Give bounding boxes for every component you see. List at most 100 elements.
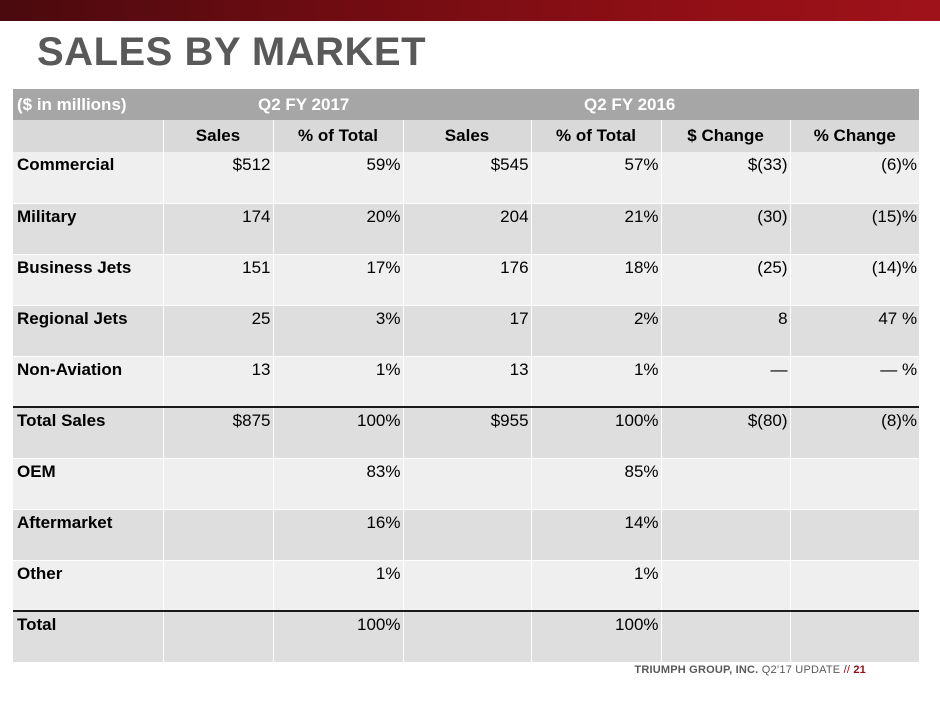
table-header-columns: Sales % of Total Sales % of Total $ Chan… <box>13 120 920 152</box>
row-label: Other <box>13 560 164 612</box>
table-row: Military 174 20% 204 21% (30) (15)% <box>13 203 920 255</box>
row-label: Business Jets <box>13 254 164 306</box>
table-cell: 17 <box>403 305 532 357</box>
table-cell <box>403 509 532 561</box>
table-row: OEM 83% 85% <box>13 458 920 510</box>
table-cell: 100% <box>531 610 662 663</box>
row-label: Aftermarket <box>13 509 164 561</box>
table-cell: 57% <box>531 152 662 204</box>
table-row: Other 1% 1% <box>13 560 920 612</box>
table-cell: 2% <box>531 305 662 357</box>
footer-update: Q2’17 UPDATE <box>761 664 841 676</box>
sales-table: ($ in millions) Q2 FY 2017 Q2 FY 2016 Sa… <box>13 89 920 663</box>
table-cell: $512 <box>163 152 274 204</box>
table-cell <box>661 509 791 561</box>
table-cell <box>790 610 920 663</box>
table-cell: $(80) <box>661 406 791 459</box>
table-row: Business Jets 151 17% 176 18% (25) (14)% <box>13 254 920 306</box>
table-cell: (30) <box>661 203 791 255</box>
row-label: Military <box>13 203 164 255</box>
table-cell: $875 <box>163 406 274 459</box>
table-cell <box>403 610 532 663</box>
table-cell <box>403 458 532 510</box>
table-cell: 151 <box>163 254 274 306</box>
row-label: Regional Jets <box>13 305 164 357</box>
table-cell: 100% <box>273 610 404 663</box>
table-cell: (6)% <box>790 152 920 204</box>
table-row: Aftermarket 16% 14% <box>13 509 920 561</box>
table-cell: 1% <box>273 356 404 408</box>
table-header-periods: ($ in millions) Q2 FY 2017 Q2 FY 2016 <box>13 89 920 120</box>
table-body: Commercial $512 59% $545 57% $(33) (6)% Militar… <box>13 152 920 663</box>
table-cell: $955 <box>403 406 532 459</box>
period-prior: Q2 FY 2016 <box>531 89 920 120</box>
row-label: Total <box>13 610 164 663</box>
table-cell: $(33) <box>661 152 791 204</box>
column-header: Sales <box>163 120 274 152</box>
table-cell: 3% <box>273 305 404 357</box>
table-cell <box>661 560 791 612</box>
table-cell <box>163 610 274 663</box>
footer: TRIUMPH GROUP, INC. Q2’17 UPDATE // 21 <box>634 664 866 676</box>
table-cell: 83% <box>273 458 404 510</box>
row-label: Total Sales <box>13 406 164 459</box>
column-header-blank <box>13 120 164 152</box>
table-cell: 21% <box>531 203 662 255</box>
column-header: Sales <box>403 120 532 152</box>
table-cell: 16% <box>273 509 404 561</box>
table-cell <box>790 458 920 510</box>
table-cell: 59% <box>273 152 404 204</box>
table-row: Total Sales $875 100% $955 100% $(80) (8)% <box>13 406 920 459</box>
table-cell <box>163 458 274 510</box>
table-cell: (25) <box>661 254 791 306</box>
table-cell: 17% <box>273 254 404 306</box>
table-cell: 20% <box>273 203 404 255</box>
table-cell: 176 <box>403 254 532 306</box>
units-label: ($ in millions) <box>13 89 163 120</box>
footer-company: TRIUMPH GROUP, INC. <box>634 664 759 676</box>
table-cell: 100% <box>273 406 404 459</box>
column-header: % of Total <box>531 120 662 152</box>
table-cell: — % <box>790 356 920 408</box>
table-cell <box>163 509 274 561</box>
column-header: % Change <box>790 120 920 152</box>
table-cell: 18% <box>531 254 662 306</box>
table-row: Total 100% 100% <box>13 610 920 663</box>
table-cell: (14)% <box>790 254 920 306</box>
row-label: Commercial <box>13 152 164 204</box>
table-cell <box>403 560 532 612</box>
footer-separator: // <box>843 664 851 676</box>
period-current: Q2 FY 2017 <box>163 89 532 120</box>
table-cell: 1% <box>531 560 662 612</box>
table-cell: 14% <box>531 509 662 561</box>
table-cell <box>661 458 791 510</box>
table-row: Commercial $512 59% $545 57% $(33) (6)% <box>13 152 920 204</box>
column-header: % of Total <box>273 120 404 152</box>
column-header: $ Change <box>661 120 791 152</box>
table-cell <box>790 509 920 561</box>
table-row: Regional Jets 25 3% 17 2% 8 47 % <box>13 305 920 357</box>
table-cell: — <box>661 356 791 408</box>
table-cell <box>790 560 920 612</box>
table-cell: (15)% <box>790 203 920 255</box>
table-cell <box>661 610 791 663</box>
table-cell: 47 % <box>790 305 920 357</box>
table-cell: 8 <box>661 305 791 357</box>
table-cell: (8)% <box>790 406 920 459</box>
footer-page-number: 21 <box>853 664 866 676</box>
table-cell: 1% <box>531 356 662 408</box>
table-cell: 85% <box>531 458 662 510</box>
row-label: OEM <box>13 458 164 510</box>
table-cell: 174 <box>163 203 274 255</box>
page-title: SALES BY MARKET <box>37 30 427 74</box>
table-cell: 25 <box>163 305 274 357</box>
table-cell: 13 <box>403 356 532 408</box>
table-cell: 1% <box>273 560 404 612</box>
table-row: Non-Aviation 13 1% 13 1% — — % <box>13 356 920 408</box>
row-label: Non-Aviation <box>13 356 164 408</box>
table-cell <box>163 560 274 612</box>
table-cell: 100% <box>531 406 662 459</box>
table-cell: 204 <box>403 203 532 255</box>
table-cell: $545 <box>403 152 532 204</box>
top-accent-bar <box>0 0 940 21</box>
